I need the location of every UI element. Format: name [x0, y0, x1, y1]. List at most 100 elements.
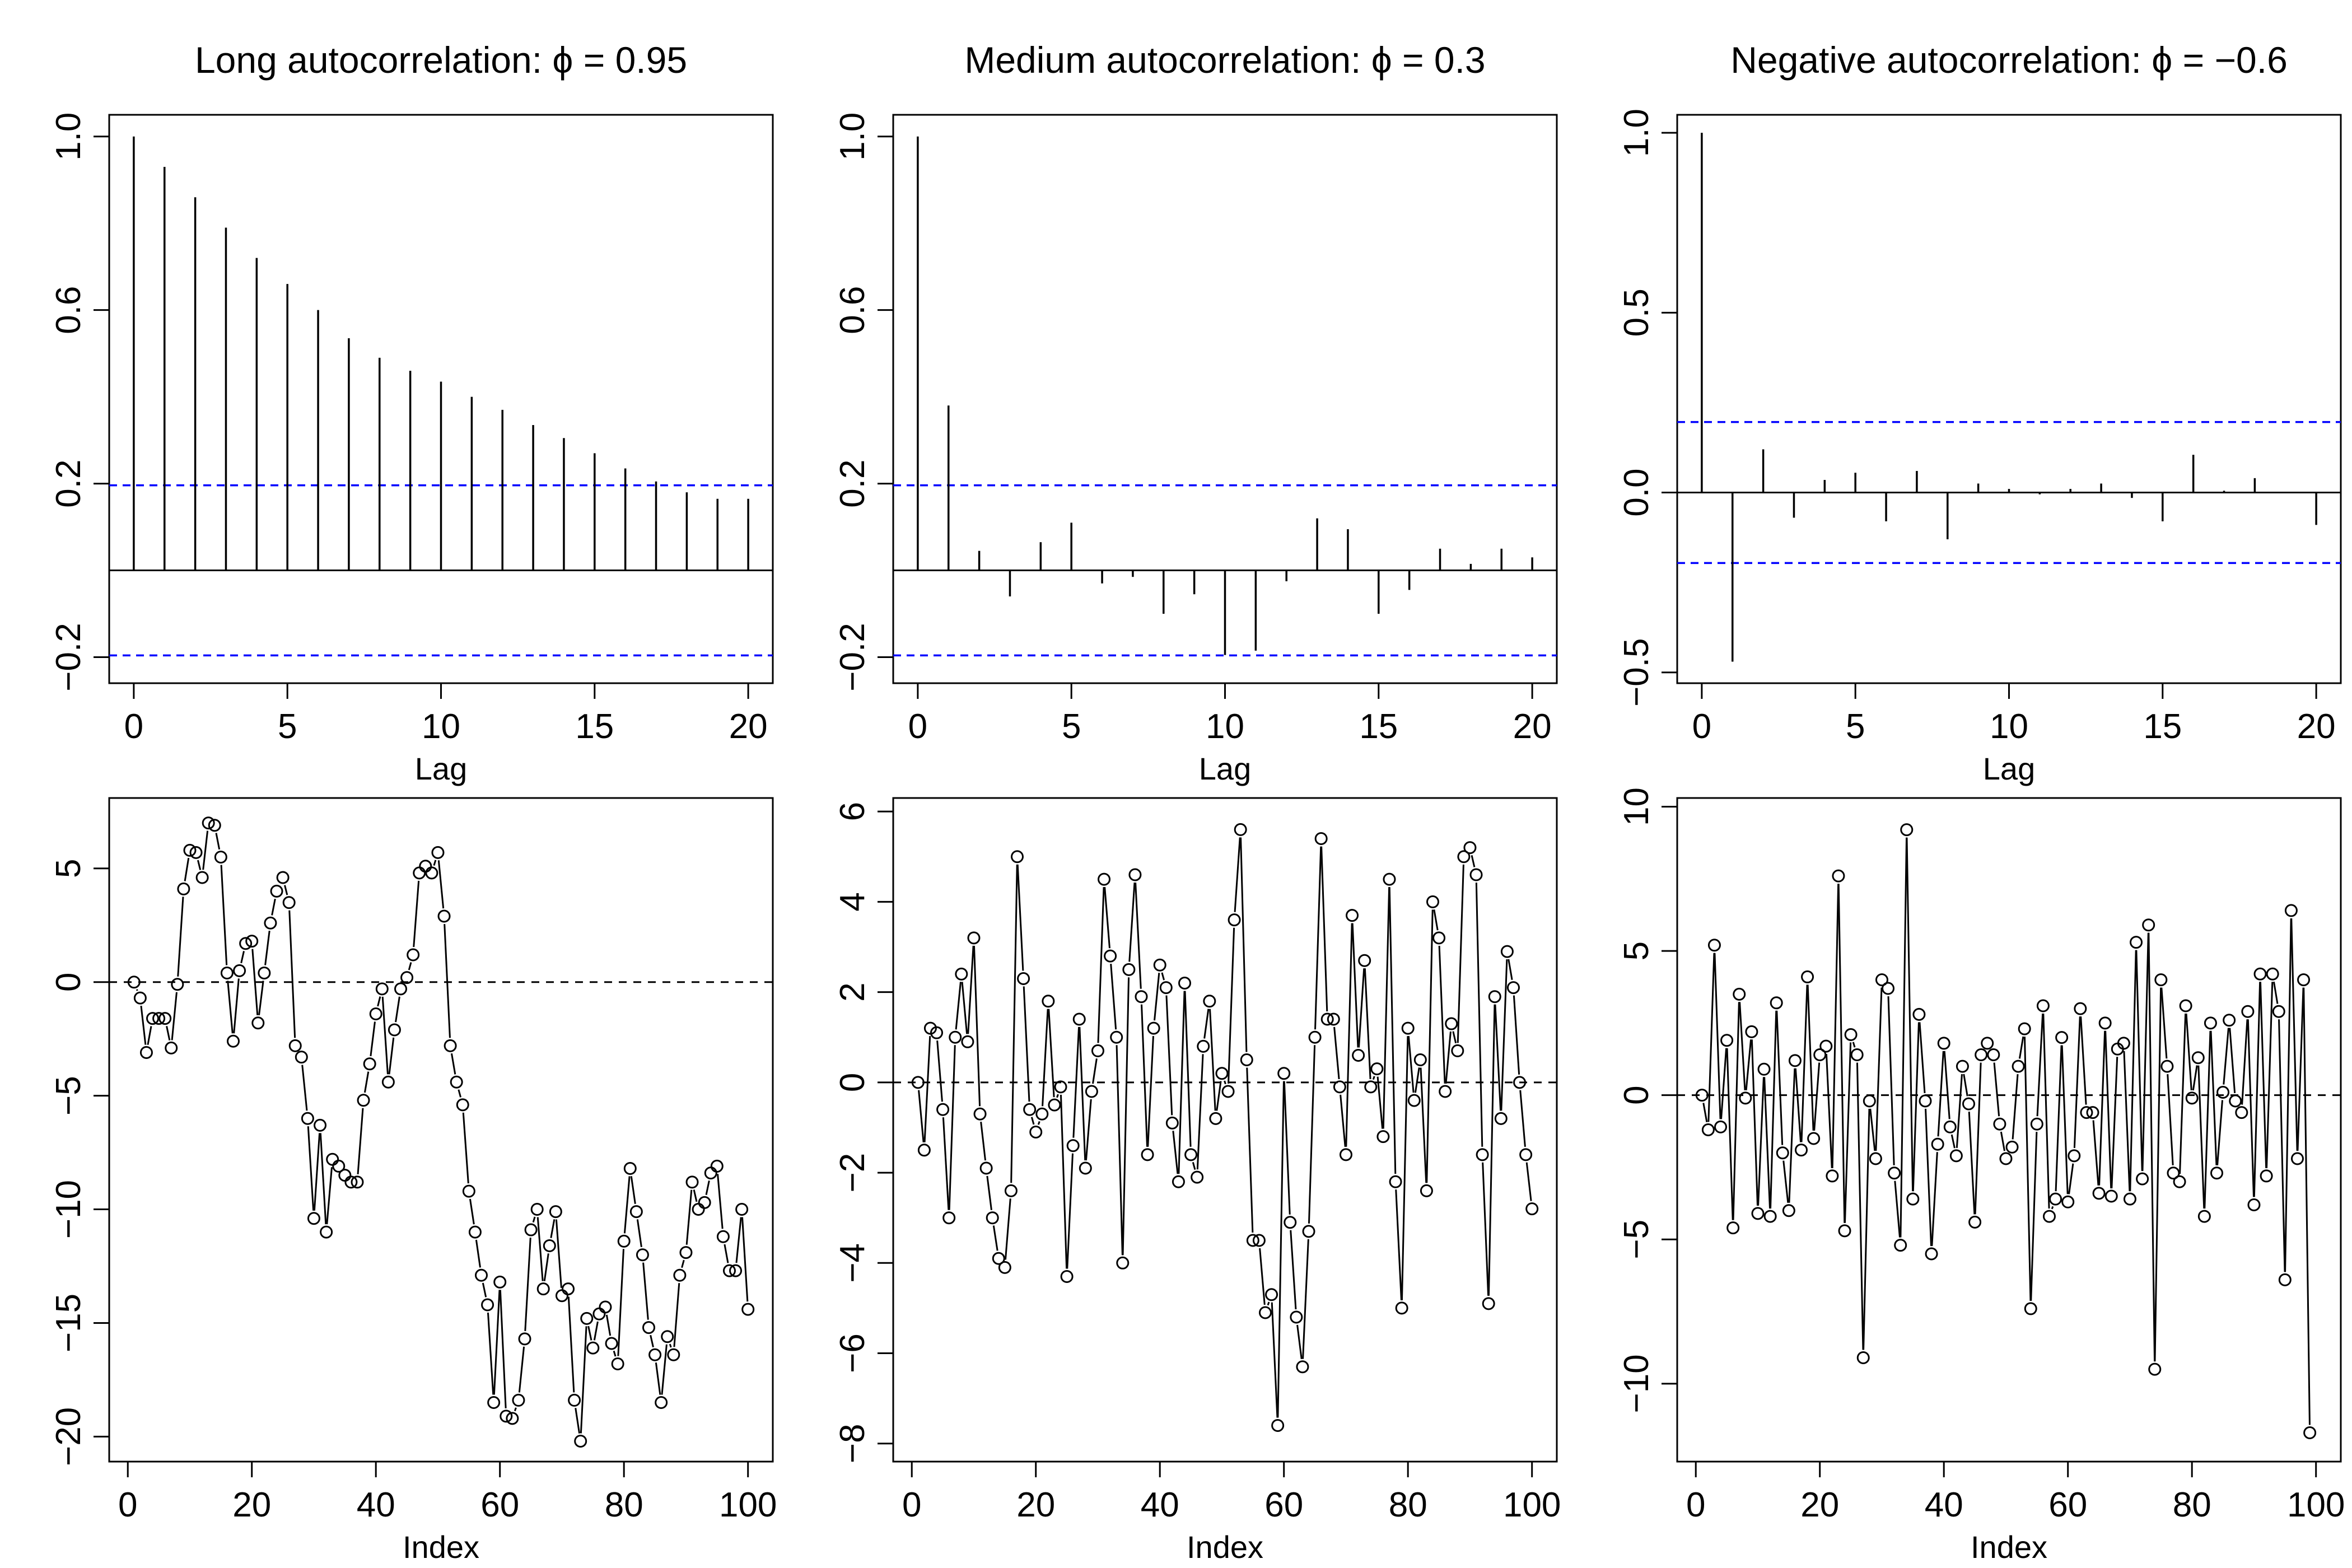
- data-point: [456, 1098, 469, 1112]
- data-point: [1172, 1175, 1185, 1188]
- series-segment: [1104, 886, 1110, 949]
- data-point: [264, 916, 277, 930]
- y-tick-label: −20: [49, 1407, 88, 1466]
- series-segment: [2036, 1013, 2044, 1117]
- series-segment: [1931, 1152, 1938, 1247]
- series-segment: [532, 1216, 536, 1223]
- data-point: [967, 931, 981, 945]
- series-segment: [220, 865, 228, 965]
- series-segment: [1228, 927, 1235, 1084]
- x-tick-label: 5: [278, 707, 297, 746]
- data-point: [930, 1026, 944, 1039]
- series-segment: [1794, 1068, 1802, 1142]
- series-segment: [1401, 1036, 1409, 1300]
- data-point: [2160, 1060, 2174, 1073]
- x-tick-label: 20: [729, 707, 768, 746]
- data-point: [636, 1248, 649, 1262]
- series-segment: [1277, 1081, 1285, 1418]
- data-point: [295, 1051, 308, 1064]
- series-segment: [1246, 1067, 1254, 1233]
- series-segment: [1863, 1108, 1870, 1350]
- series-segment: [1937, 1051, 1944, 1137]
- y-tick-label: 5: [49, 859, 88, 878]
- data-point: [1801, 970, 1814, 983]
- data-point: [961, 1035, 974, 1048]
- series-segment: [307, 1126, 315, 1211]
- series-segment: [967, 945, 974, 1034]
- series-segment: [433, 860, 437, 866]
- data-point: [1856, 1351, 1870, 1365]
- series-segment: [1950, 1134, 1956, 1149]
- x-tick-label: 40: [1141, 1486, 1179, 1524]
- series-segment: [499, 1290, 507, 1408]
- data-point: [1445, 1017, 1458, 1030]
- data-point: [1128, 868, 1142, 881]
- series-segment: [2229, 1028, 2236, 1094]
- series-segment: [1900, 837, 1908, 1238]
- data-point: [917, 1144, 931, 1157]
- y-tick-label: 0: [1617, 1085, 1656, 1104]
- data-point: [2018, 1022, 2031, 1035]
- series-segment: [1056, 1094, 1059, 1098]
- series-segment: [1290, 1230, 1297, 1310]
- data-point: [722, 1264, 736, 1277]
- series-segment: [1869, 1108, 1876, 1151]
- data-point: [493, 1275, 507, 1289]
- data-point: [716, 1230, 730, 1243]
- data-point: [592, 1307, 606, 1320]
- data-point: [1395, 1301, 1408, 1315]
- series-segment: [936, 1040, 943, 1102]
- data-point: [357, 1094, 370, 1107]
- series-segment: [1060, 1094, 1068, 1269]
- data-point: [133, 991, 147, 1005]
- series-segment: [202, 830, 209, 870]
- series-segment: [1452, 1031, 1457, 1044]
- data-point: [1246, 1234, 1259, 1247]
- x-tick-label: 40: [1925, 1486, 1963, 1524]
- series-segment: [613, 1350, 617, 1357]
- series-segment: [923, 1036, 931, 1142]
- data-point: [2117, 1037, 2130, 1050]
- series-segment: [1395, 1189, 1402, 1301]
- data-point: [375, 982, 389, 996]
- x-axis-label: Index: [1187, 1529, 1263, 1565]
- data-point: [1745, 1025, 1758, 1038]
- series-segment: [1010, 864, 1018, 1183]
- data-point: [2092, 1187, 2106, 1200]
- series-segment: [693, 1189, 698, 1202]
- data-point: [1258, 1306, 1272, 1319]
- data-point: [536, 1282, 550, 1296]
- series-segment: [2241, 1019, 2248, 1105]
- series-segment: [1072, 1026, 1080, 1138]
- series-segment: [1525, 1162, 1532, 1201]
- series-segment: [2012, 1074, 2019, 1140]
- series-segment: [717, 1174, 724, 1229]
- data-point: [1912, 1007, 1926, 1021]
- series-segment: [319, 1133, 327, 1225]
- data-point: [127, 976, 141, 989]
- series-segment: [1234, 837, 1241, 912]
- data-point: [911, 1076, 925, 1089]
- data-point: [2154, 973, 2168, 987]
- data-point: [2260, 1169, 2273, 1183]
- data-point: [1165, 1116, 1179, 1130]
- series-segment: [326, 1167, 333, 1225]
- series-segment: [2104, 1030, 2112, 1189]
- series-segment: [1209, 1009, 1216, 1111]
- series-segment: [1308, 1045, 1316, 1224]
- plot-frame: [1676, 114, 2342, 684]
- series-segment: [567, 1296, 575, 1393]
- series-segment: [575, 1408, 581, 1434]
- series-segment: [1192, 1161, 1196, 1170]
- data-point: [586, 1341, 600, 1355]
- data-point: [543, 1239, 556, 1252]
- x-tick-label: 60: [1264, 1486, 1303, 1524]
- y-tick-label: −5: [1617, 1220, 1656, 1259]
- x-axis-label: Lag: [415, 751, 467, 786]
- data-point: [2036, 999, 2050, 1012]
- data-point: [2197, 1210, 2211, 1223]
- data-point: [487, 1396, 501, 1409]
- y-tick-label: 0: [49, 972, 88, 991]
- series-segment: [1141, 1004, 1149, 1147]
- data-point: [1215, 1067, 1229, 1080]
